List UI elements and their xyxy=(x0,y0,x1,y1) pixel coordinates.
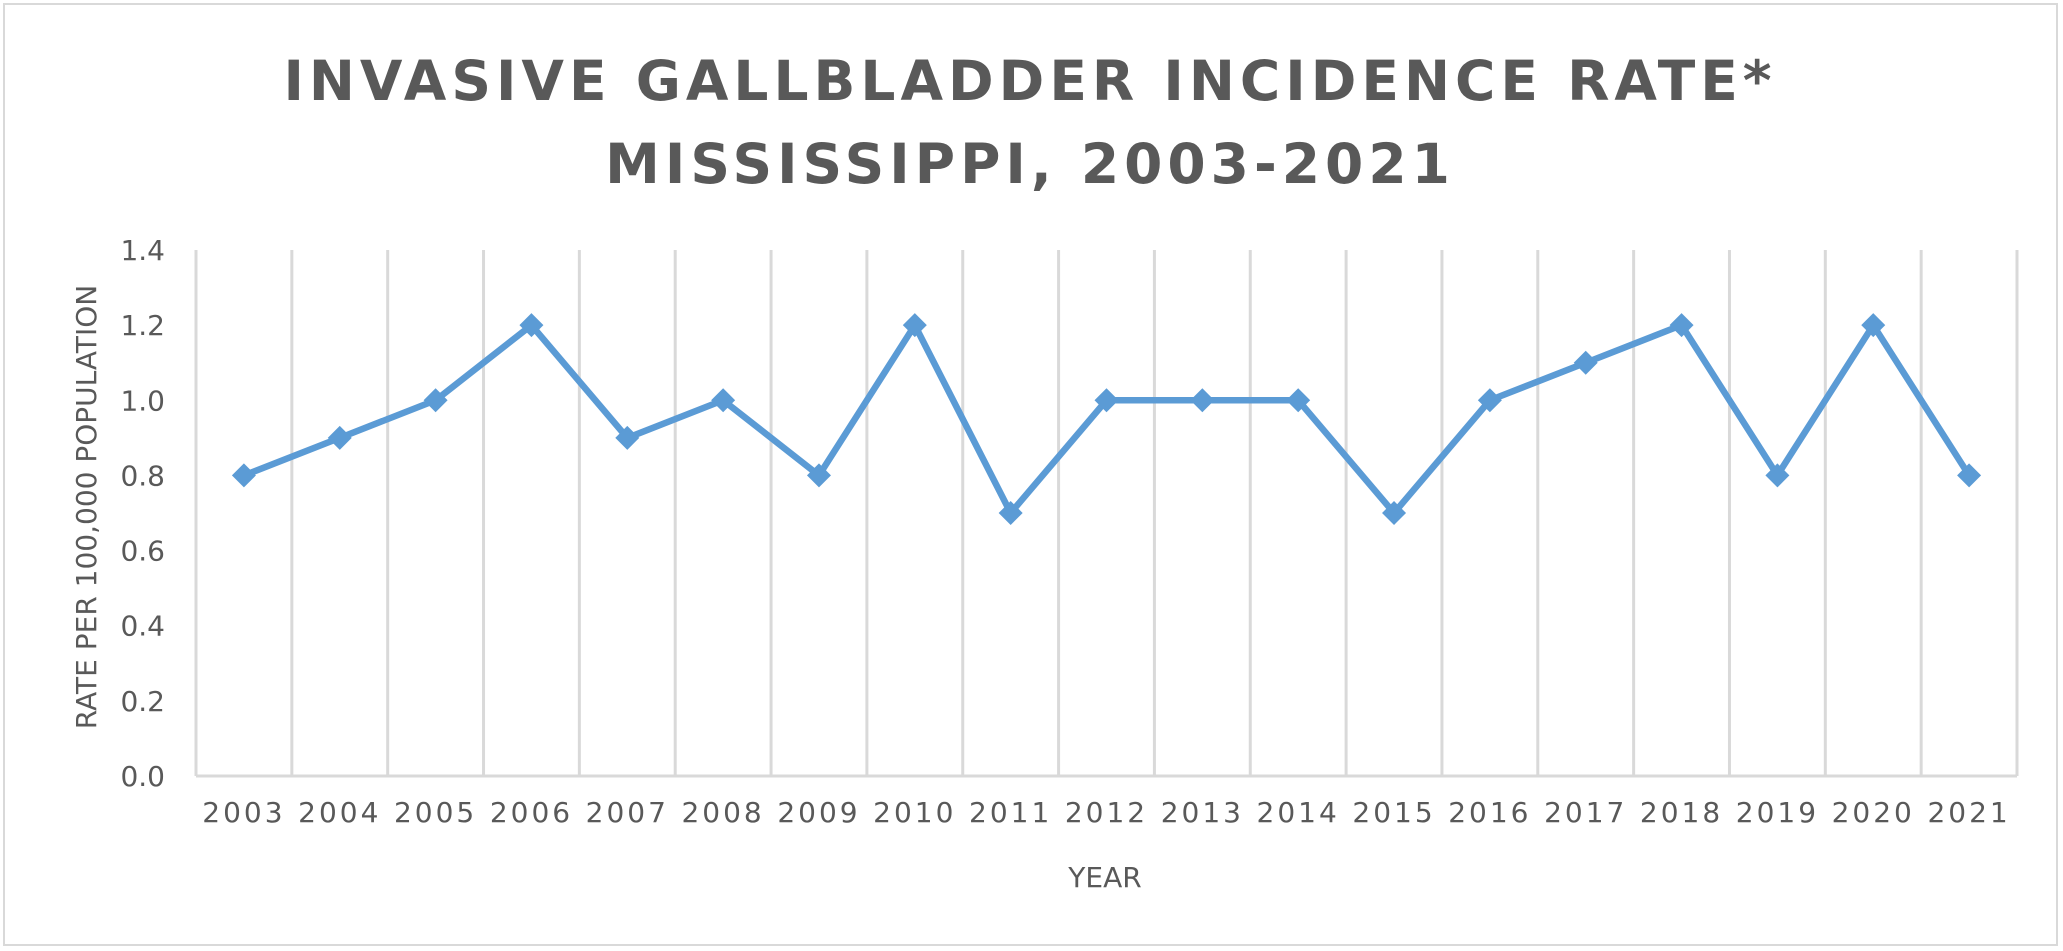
data-point-marker xyxy=(519,313,544,338)
x-tick-label: 2017 xyxy=(1544,796,1627,829)
y-axis-title: RATE PER 100,000 POPULATION xyxy=(70,285,103,730)
x-tick-label: 2007 xyxy=(586,796,669,829)
y-tick-label: 0.6 xyxy=(120,535,165,568)
data-point-marker xyxy=(615,425,640,450)
data-point-marker xyxy=(231,463,256,488)
data-point-marker xyxy=(1573,350,1598,375)
x-axis-tick-labels: 2003 2004 2005 2006 2007 2008 2009 2010 2011 2012… xyxy=(202,796,2010,829)
chart-frame: INVASIVE GALLBLADDER INCIDENCE RATE* MIS… xyxy=(3,3,2058,946)
x-tick-label: 2018 xyxy=(1640,796,1723,829)
x-axis-title: YEAR xyxy=(1067,861,1141,894)
data-point-marker xyxy=(1286,388,1311,413)
x-tick-label: 2010 xyxy=(873,796,956,829)
x-tick-label: 2014 xyxy=(1257,796,1340,829)
grid-lines xyxy=(194,250,2019,778)
x-tick-label: 2004 xyxy=(298,796,381,829)
y-axis-tick-labels: 0.0 0.2 0.4 0.6 0.8 1.0 1.2 1.4 xyxy=(120,234,165,793)
chart-svg: INVASIVE GALLBLADDER INCIDENCE RATE* MIS… xyxy=(70,49,2019,894)
data-point-marker xyxy=(1957,463,1982,488)
x-tick-label: 2012 xyxy=(1065,796,1148,829)
data-point-marker xyxy=(1861,313,1886,338)
y-tick-label: 1.0 xyxy=(120,384,165,417)
y-tick-label: 1.2 xyxy=(120,309,165,342)
y-tick-label: 0.0 xyxy=(120,760,165,793)
data-point-marker xyxy=(327,425,352,450)
data-point-marker xyxy=(998,501,1023,525)
data-point-marker xyxy=(1765,463,1790,488)
data-point-marker xyxy=(423,388,448,413)
x-tick-label: 2009 xyxy=(777,796,860,829)
chart-title-line-1: INVASIVE GALLBLADDER INCIDENCE RATE* xyxy=(283,49,1776,113)
x-tick-label: 2019 xyxy=(1736,796,1819,829)
x-tick-label: 2008 xyxy=(681,796,764,829)
x-tick-label: 2013 xyxy=(1161,796,1244,829)
x-tick-label: 2016 xyxy=(1448,796,1531,829)
chart-title-line-2: MISSISSIPPI, 2003-2021 xyxy=(605,132,1455,196)
y-tick-label: 1.4 xyxy=(120,234,165,267)
x-tick-label: 2011 xyxy=(969,796,1052,829)
x-tick-label: 2006 xyxy=(490,796,573,829)
data-point-marker xyxy=(806,463,831,488)
series-line xyxy=(240,321,1973,517)
data-point-marker xyxy=(1477,388,1502,413)
x-tick-label: 2020 xyxy=(1832,796,1915,829)
y-tick-label: 0.8 xyxy=(120,459,165,492)
y-tick-label: 0.4 xyxy=(120,610,165,643)
x-tick-label: 2021 xyxy=(1927,796,2010,829)
data-point-marker xyxy=(1094,388,1119,413)
x-tick-label: 2005 xyxy=(394,796,477,829)
data-point-marker xyxy=(1382,501,1407,525)
data-point-marker xyxy=(1190,388,1215,413)
y-tick-label: 0.2 xyxy=(120,685,165,718)
data-point-marker xyxy=(711,388,736,413)
data-point-marker xyxy=(902,313,927,338)
x-tick-label: 2003 xyxy=(202,796,285,829)
series-layer xyxy=(231,313,1982,525)
x-tick-label: 2015 xyxy=(1352,796,1435,829)
data-point-marker xyxy=(1669,313,1694,338)
